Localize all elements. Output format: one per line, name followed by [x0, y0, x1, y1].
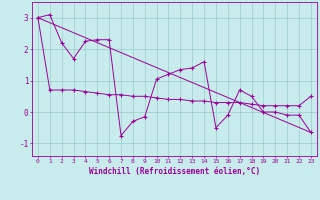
X-axis label: Windchill (Refroidissement éolien,°C): Windchill (Refroidissement éolien,°C)	[89, 167, 260, 176]
